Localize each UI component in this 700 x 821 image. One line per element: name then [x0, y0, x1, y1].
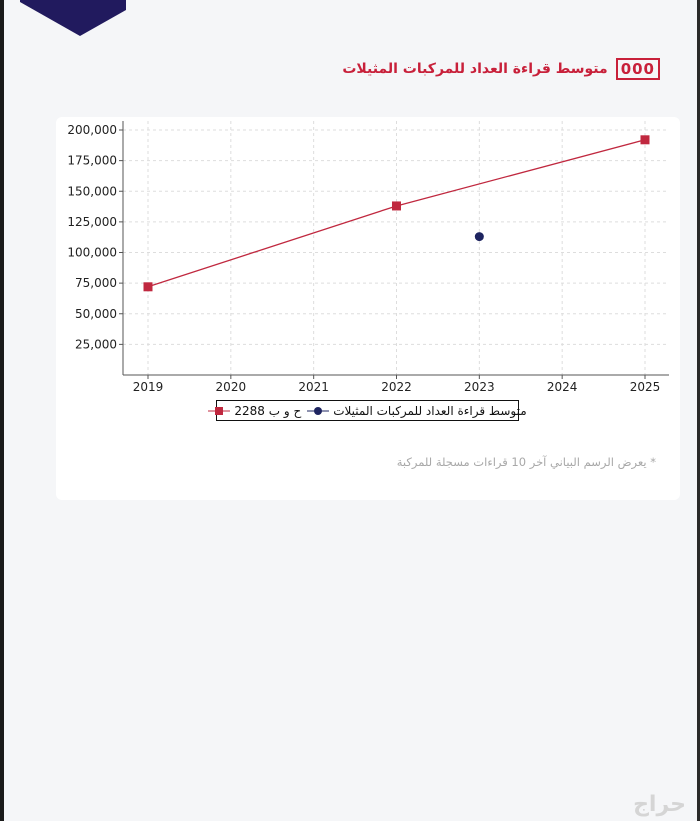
section-title: متوسط قراءة العداد للمركبات المثيلات — [342, 61, 608, 77]
chart-note: * يعرض الرسم البياني آخر 10 قراءات مسجلة… — [396, 455, 656, 469]
chart-legend: متوسط قراءة العداد للمركبات المثيلات ح و… — [208, 400, 527, 421]
x-tick-label: 2021 — [298, 380, 329, 394]
y-tick-label: 125,000 — [67, 215, 117, 229]
watermark: حراج — [633, 792, 686, 817]
y-tick-label: 175,000 — [67, 154, 117, 168]
data-point-vehicle — [143, 282, 153, 292]
legend-item-vehicle[interactable]: ح و ب 2288 — [208, 404, 301, 418]
x-tick-label: 2025 — [630, 380, 661, 394]
odometer-icon: 000 — [615, 58, 660, 80]
square-marker-icon — [208, 406, 231, 415]
circle-marker-icon — [307, 406, 330, 415]
x-tick-label: 2022 — [381, 380, 412, 394]
y-tick-label: 150,000 — [67, 184, 117, 198]
line-chart: 25,000 50,000 75,000 100,000 125,000 150,000 1… — [67, 121, 669, 394]
chart-card: 25,000 50,000 75,000 100,000 125,000 150,000 1… — [56, 117, 680, 500]
x-tick-label: 2020 — [216, 380, 247, 394]
data-point-vehicle — [392, 201, 401, 211]
data-point-vehicle — [640, 135, 650, 145]
data-point-average — [474, 232, 484, 242]
x-tick-label: 2023 — [464, 380, 495, 394]
y-tick-label: 200,000 — [67, 123, 117, 137]
y-tick-label: 25,000 — [75, 337, 117, 351]
legend-label: ح و ب 2288 — [234, 403, 302, 418]
x-tick-label: 2024 — [547, 380, 578, 394]
y-tick-label: 75,000 — [75, 276, 117, 290]
scrollbar[interactable] — [697, 0, 700, 821]
left-edge — [0, 0, 4, 821]
legend-label: متوسط قراءة العداد للمركبات المثيلات — [333, 403, 527, 418]
y-tick-label: 100,000 — [67, 246, 117, 260]
logo — [20, 0, 126, 36]
legend-item-average[interactable]: متوسط قراءة العداد للمركبات المثيلات — [307, 403, 527, 418]
y-tick-label: 50,000 — [75, 307, 117, 321]
section-header: متوسط قراءة العداد للمركبات المثيلات 000 — [342, 58, 660, 80]
x-tick-label: 2019 — [133, 380, 164, 394]
